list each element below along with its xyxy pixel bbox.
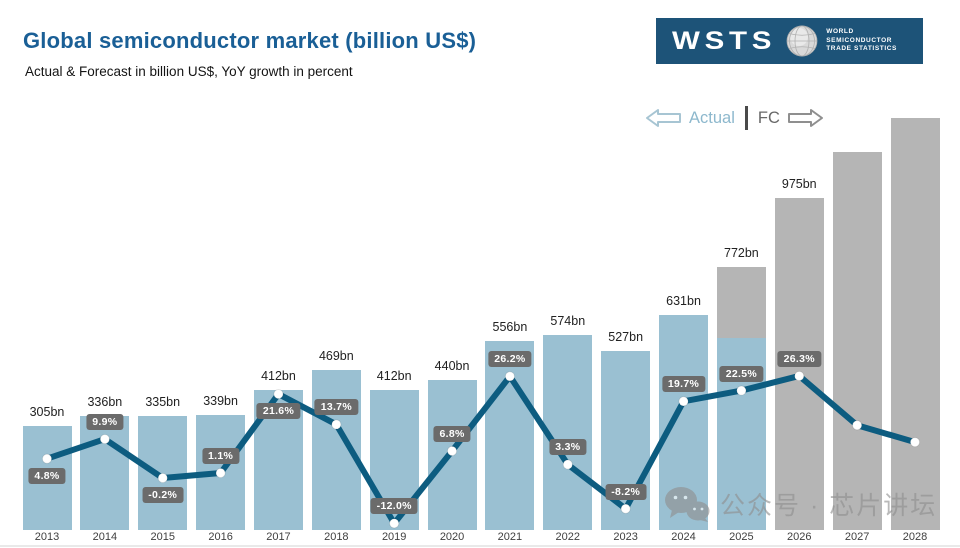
x-axis-label-2020: 2020: [439, 531, 465, 543]
arrow-left-icon: [646, 109, 681, 127]
page-subtitle: Actual & Forecast in billion US$, YoY gr…: [25, 64, 353, 79]
yoy-growth-badge-2025: 22.5%: [719, 365, 764, 382]
bar-2014: [80, 415, 130, 530]
x-axis-label-2013: 2013: [34, 531, 60, 543]
actual-fc-legend: Actual FC: [645, 104, 824, 132]
logo-text-line: WORLD: [826, 28, 854, 36]
arrow-right-icon: [787, 109, 823, 127]
bar-value-label: 631bn: [666, 294, 701, 309]
x-axis-label-2017: 2017: [266, 531, 291, 543]
bottom-divider: [0, 545, 960, 547]
x-axis-label-2026: 2026: [787, 531, 812, 543]
logo-text-line: SEMICONDUCTOR: [826, 36, 893, 44]
x-axis-label-2025: 2025: [729, 531, 754, 543]
yoy-growth-badge-2016: 1.1%: [202, 447, 240, 464]
x-axis-label-2024: 2024: [671, 531, 696, 543]
x-axis-label-2016: 2016: [208, 531, 233, 543]
yoy-growth-badge-2024: 19.7%: [661, 376, 706, 393]
globe-icon: [786, 25, 818, 57]
bar-2024: [659, 315, 709, 530]
x-axis-label-2028: 2028: [902, 531, 928, 543]
bar-value-label: 527bn: [608, 329, 644, 344]
bar-2027: [832, 152, 882, 530]
yoy-growth-badge-2017: 21.6%: [256, 403, 301, 420]
bar-value-label: 574bn: [550, 313, 586, 328]
bar-value-label: 440bn: [434, 359, 470, 374]
yoy-growth-badge-2014: 9.9%: [86, 414, 124, 431]
bar-2022: [543, 334, 593, 530]
x-axis-label-2014: 2014: [92, 531, 118, 543]
bar-value-label: 772bn: [724, 246, 759, 261]
bar-2016: [196, 414, 246, 530]
x-axis-label-2023: 2023: [613, 531, 638, 543]
logo-text: WORLD SEMICONDUCTOR TRADE STATISTICS: [826, 28, 897, 54]
legend-fc-label: FC: [757, 108, 780, 127]
legend-divider: [744, 106, 748, 130]
bar-2020: [427, 380, 477, 530]
bar-2028: [890, 117, 940, 530]
page-title: Global semiconductor market (billion US$…: [23, 28, 477, 53]
bar-value-label: 412bn: [261, 368, 296, 383]
wsts-logo: WSTS WORLD SEMICONDUCTOR TRADE STATISTIC…: [656, 18, 923, 64]
bar-2018: [311, 370, 361, 530]
yoy-growth-badge-2026: 26.3%: [777, 350, 821, 367]
yoy-growth-badge-2013: 4.8%: [28, 467, 66, 484]
yoy-growth-badge-2015: -0.2%: [142, 486, 184, 503]
wsts-wordmark: WSTS: [672, 26, 777, 55]
yoy-growth-badge-2021: 26.2%: [488, 351, 532, 368]
yoy-growth-badge-2019: -12.0%: [370, 498, 418, 515]
logo-text-line: TRADE STATISTICS: [826, 45, 897, 53]
x-axis-label-2015: 2015: [150, 531, 175, 543]
bar-value-label: 975bn: [781, 177, 817, 191]
yoy-growth-badge-2022: 3.3%: [549, 439, 587, 456]
bar-2023: [601, 350, 651, 530]
bar-value-label: 469bn: [318, 349, 354, 364]
x-axis-label-2018: 2018: [324, 531, 349, 543]
yoy-growth-badge-2020: 6.8%: [433, 426, 471, 443]
x-axis-label-2027: 2027: [844, 531, 870, 543]
yoy-growth-badge-2023: -8.2%: [605, 483, 647, 500]
bar-2015: [138, 415, 188, 530]
x-axis-label-2021: 2021: [497, 531, 523, 543]
bar-value-label: 556bn: [492, 319, 528, 334]
x-axis-label-2022: 2022: [555, 531, 581, 543]
yoy-growth-badge-2018: 13.7%: [314, 399, 358, 416]
bar-value-label: 339bn: [203, 393, 238, 408]
legend-actual-label: Actual: [689, 108, 735, 127]
x-axis-label-2019: 2019: [381, 531, 407, 543]
